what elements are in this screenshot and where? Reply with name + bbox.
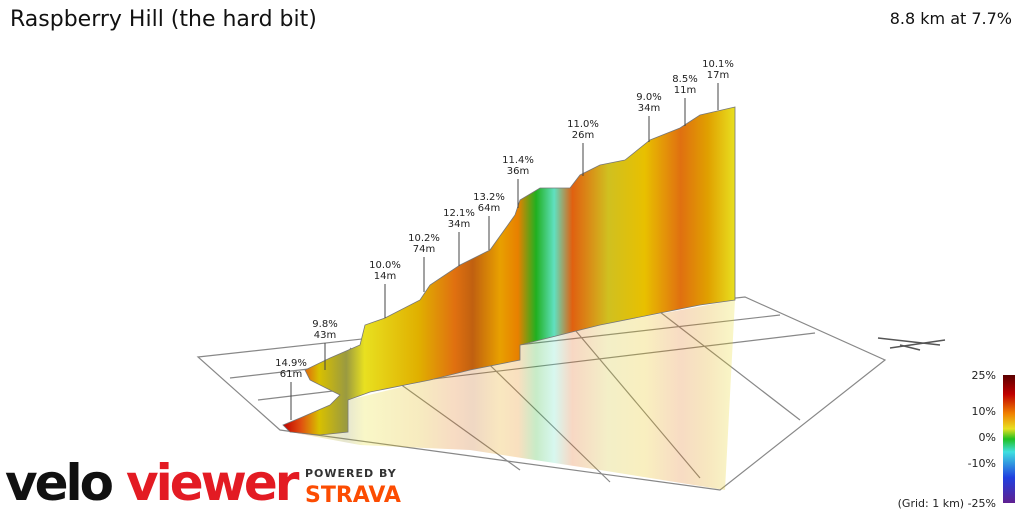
legend-label: 10% <box>972 405 996 418</box>
length-label: 61m <box>280 369 302 380</box>
grade-label: 8.5% <box>672 74 697 85</box>
length-label: 74m <box>413 244 435 255</box>
length-label: 14m <box>374 271 396 282</box>
length-label: 11m <box>674 85 696 96</box>
legend-label: -10% <box>968 457 996 470</box>
length-label: 26m <box>572 130 594 141</box>
elevation-wall <box>282 106 736 436</box>
length-label: 36m <box>507 166 529 177</box>
grade-label: 9.8% <box>312 319 337 330</box>
legend-label: 0% <box>979 431 996 444</box>
reflection <box>290 300 735 490</box>
summary: 8.8 km at 7.7% <box>890 9 1012 28</box>
length-label: 34m <box>638 103 660 114</box>
grade-label: 10.1% <box>702 59 734 70</box>
length-label: 43m <box>314 330 336 341</box>
length-label: 34m <box>448 219 470 230</box>
legend-label: 25% <box>972 369 996 382</box>
grade-label: 13.2% <box>473 192 505 203</box>
grade-label: 14.9% <box>275 358 307 369</box>
grade-label: 11.4% <box>502 155 534 166</box>
logo-viewer: viewer <box>126 454 300 512</box>
annotations: 14.9%61m9.8%43m10.0%14m10.2%74m12.1%34m1… <box>275 59 734 420</box>
grade-label: 12.1% <box>443 208 475 219</box>
north-arrow <box>877 337 946 351</box>
strava-logo: STRAVA <box>305 483 401 508</box>
length-label: 17m <box>707 70 729 81</box>
logo-velo: velo <box>5 454 113 512</box>
grade-label: 10.2% <box>408 233 440 244</box>
legend-label: (Grid: 1 km) -25% <box>898 497 996 510</box>
title: Raspberry Hill (the hard bit) <box>10 7 317 32</box>
grade-label: 10.0% <box>369 260 401 271</box>
powered-by: POWERED BY <box>305 467 397 480</box>
grade-label: 9.0% <box>636 92 661 103</box>
legend: 25% 10% 0% -10% (Grid: 1 km) -25% <box>898 369 996 510</box>
length-label: 64m <box>478 203 500 214</box>
color-scale <box>1003 375 1015 503</box>
grade-label: 11.0% <box>567 119 599 130</box>
